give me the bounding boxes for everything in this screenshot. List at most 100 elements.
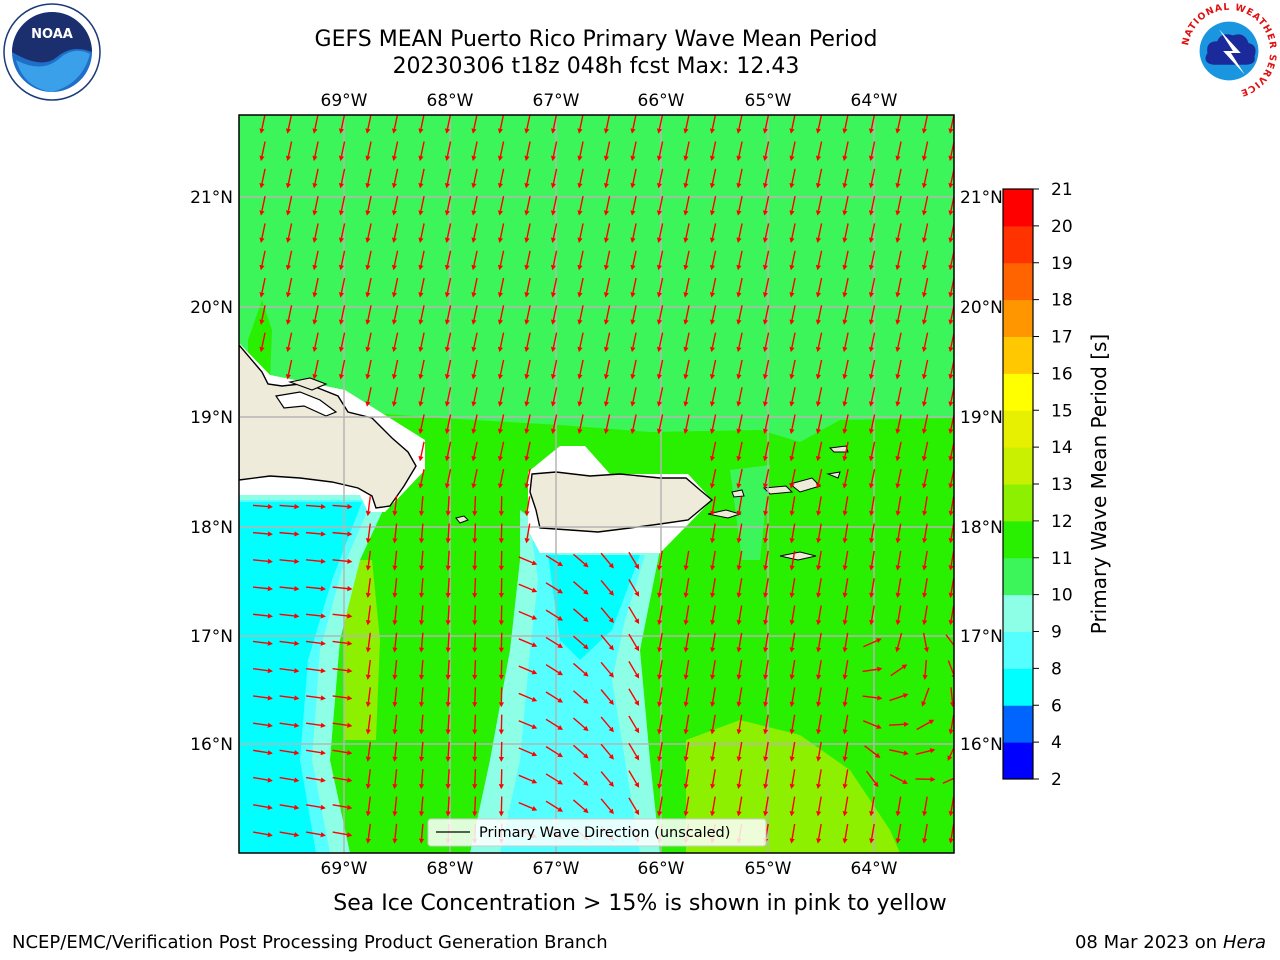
wave-arrow xyxy=(391,387,399,407)
wave-arrow xyxy=(630,195,637,216)
wave-arrow xyxy=(710,632,716,653)
wave-arrow xyxy=(683,632,690,653)
wave-arrow xyxy=(418,115,425,134)
wave-arrow xyxy=(418,141,425,162)
wave-arrow xyxy=(365,605,371,626)
lon-label-top: 64°W xyxy=(851,91,898,111)
wave-arrow xyxy=(418,769,425,790)
wave-arrow xyxy=(524,359,531,380)
wave-arrow xyxy=(365,332,372,353)
wave-arrow xyxy=(603,250,611,271)
wave-arrow xyxy=(418,496,425,517)
wave-arrow xyxy=(630,359,637,380)
wave-arrow xyxy=(816,687,822,708)
wave-arrow xyxy=(312,223,319,243)
wave-arrow xyxy=(471,441,478,462)
wave-arrow xyxy=(392,769,398,790)
wave-arrow xyxy=(789,741,796,762)
wave-arrow xyxy=(736,796,743,817)
wave-arrow xyxy=(365,578,371,599)
wave-arrow xyxy=(572,690,589,704)
wave-arrow xyxy=(338,250,346,271)
wave-arrow xyxy=(922,523,928,544)
lat-label-right: 18°N xyxy=(960,518,1003,538)
wave-arrow xyxy=(418,223,425,243)
wave-arrow xyxy=(305,531,326,537)
wave-arrow xyxy=(279,722,300,728)
wave-arrow xyxy=(305,558,326,564)
wave-arrow xyxy=(332,531,353,537)
wave-arrow xyxy=(391,168,399,189)
wave-arrow xyxy=(869,550,875,571)
wave-arrow xyxy=(518,801,538,811)
lon-label-bottom: 69°W xyxy=(321,859,368,879)
wave-arrow xyxy=(683,277,690,298)
wave-arrow xyxy=(922,659,928,680)
wave-arrow xyxy=(842,223,849,243)
wave-arrow xyxy=(815,332,823,353)
wave-arrow xyxy=(518,774,538,784)
lon-label-bottom: 67°W xyxy=(533,859,580,879)
wave-arrow xyxy=(628,797,640,816)
lon-label-bottom: 68°W xyxy=(427,859,474,879)
lon-label-top: 68°W xyxy=(427,91,474,111)
wave-arrow xyxy=(312,277,319,298)
wave-arrow xyxy=(656,414,664,435)
wave-arrow xyxy=(921,223,929,243)
wave-arrow xyxy=(709,387,717,407)
wave-arrow xyxy=(524,195,531,216)
colorbar-segment xyxy=(1003,594,1033,632)
wave-arrow xyxy=(736,632,743,653)
wave-arrow xyxy=(842,250,849,271)
wave-arrow xyxy=(312,168,319,189)
wave-arrow xyxy=(916,719,935,731)
wave-arrow xyxy=(842,605,849,626)
wave-arrow xyxy=(445,632,451,653)
wave-arrow xyxy=(332,776,353,783)
footer-branch: NCEP/EMC/Verification Post Processing Pr… xyxy=(12,932,608,953)
wave-arrow xyxy=(444,305,452,325)
colorbar-tick-label: 20 xyxy=(1051,217,1073,237)
wave-arrow xyxy=(709,414,717,435)
wave-arrow xyxy=(497,195,505,216)
wave-arrow xyxy=(762,250,770,271)
wave-arrow xyxy=(498,687,504,708)
wave-arrow xyxy=(842,796,849,817)
wave-arrow xyxy=(550,305,558,325)
wave-arrow xyxy=(391,359,399,380)
wave-arrow xyxy=(895,632,903,653)
wave-arrow xyxy=(600,689,614,705)
wave-arrow xyxy=(332,722,353,728)
wave-arrow xyxy=(763,550,769,571)
wave-arrow xyxy=(572,608,589,622)
wave-arrow xyxy=(816,523,822,544)
wave-arrow xyxy=(365,523,371,544)
colorbar-tick-label: 21 xyxy=(1051,180,1073,200)
wave-arrow xyxy=(444,414,452,435)
wave-arrow xyxy=(445,796,451,817)
wave-arrow xyxy=(472,659,478,680)
wave-arrow xyxy=(285,250,293,271)
wave-arrow xyxy=(418,277,425,298)
wave-arrow xyxy=(445,769,451,790)
wave-arrow xyxy=(365,141,372,162)
colorbar-tick-label: 6 xyxy=(1051,696,1062,716)
wave-arrow xyxy=(922,796,928,817)
wave-arrow xyxy=(921,332,929,353)
wave-arrow xyxy=(259,195,266,216)
wave-arrow xyxy=(252,668,273,674)
wave-arrow xyxy=(709,195,717,216)
wave-arrow xyxy=(762,305,770,325)
wave-arrow xyxy=(868,359,876,380)
wave-arrow xyxy=(895,277,902,298)
wave-arrow xyxy=(572,553,589,568)
wave-arrow xyxy=(789,223,796,243)
wave-arrow xyxy=(736,441,743,462)
wave-arrow xyxy=(842,769,849,790)
wave-arrow xyxy=(895,796,902,817)
wave-arrow xyxy=(921,359,929,380)
wave-arrow xyxy=(444,332,452,353)
wave-arrow xyxy=(252,695,273,701)
wave-arrow xyxy=(472,578,478,599)
wave-arrow xyxy=(391,250,399,271)
